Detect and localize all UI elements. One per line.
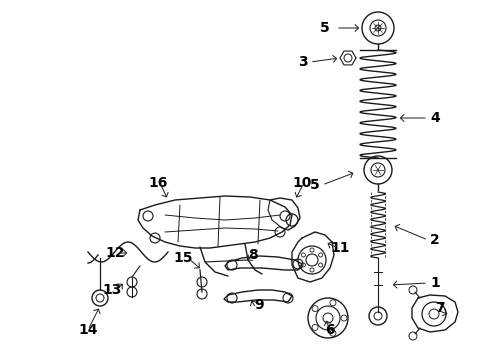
- Text: 5: 5: [320, 21, 330, 35]
- Text: 12: 12: [105, 246, 125, 260]
- Text: 13: 13: [102, 283, 122, 297]
- Text: 7: 7: [435, 301, 444, 315]
- Text: 16: 16: [148, 176, 168, 190]
- Text: 15: 15: [173, 251, 193, 265]
- Text: 3: 3: [298, 55, 308, 69]
- Text: 8: 8: [248, 248, 258, 262]
- Text: 5: 5: [310, 178, 320, 192]
- Text: 4: 4: [430, 111, 440, 125]
- Text: 6: 6: [325, 323, 335, 337]
- Text: 1: 1: [430, 276, 440, 290]
- Text: 9: 9: [254, 298, 264, 312]
- Text: 10: 10: [293, 176, 312, 190]
- Text: 14: 14: [78, 323, 98, 337]
- Text: 11: 11: [330, 241, 349, 255]
- Text: 2: 2: [430, 233, 440, 247]
